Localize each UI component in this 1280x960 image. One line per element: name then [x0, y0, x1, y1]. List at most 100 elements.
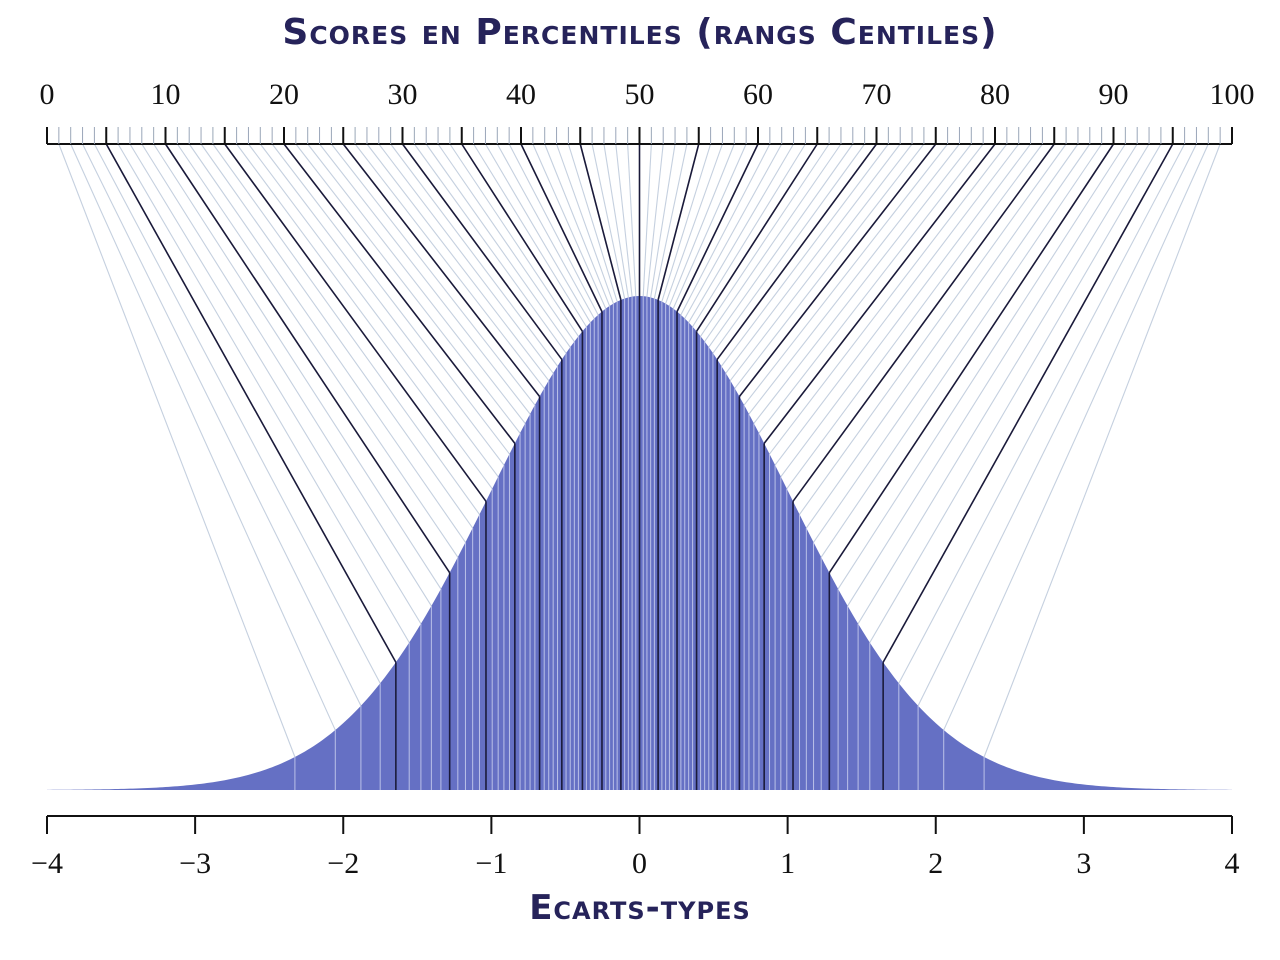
percentile-connector-6: [117, 143, 410, 643]
percentile-connector-44: [567, 143, 618, 302]
percentile-tick-label: 70: [862, 78, 892, 111]
percentile-connector-4: [93, 143, 381, 684]
percentile-connector-57: [665, 143, 723, 304]
percentile-connector-47: [603, 143, 629, 298]
percentile-connector-36: [473, 143, 587, 328]
percentile-connector-73: [729, 143, 913, 381]
percentile-connector-76: [743, 143, 949, 406]
percentile-connector-45: [579, 143, 622, 301]
percentile-tick-label: 50: [625, 78, 655, 111]
percentile-connector-19: [271, 143, 510, 455]
percentile-connector-32: [425, 143, 571, 348]
percentile-connector-41: [532, 143, 607, 309]
percentile-connector-25: [342, 143, 541, 397]
standard-deviation-axis: −4 −3 −2 −1 0 1 2 3 4: [31, 815, 1240, 880]
percentile-connector-14: [212, 143, 480, 515]
percentile-connector-39: [508, 143, 599, 316]
percentile-connector-88: [813, 143, 1091, 543]
percentile-connector-65: [695, 143, 818, 332]
percentile-connector-38: [496, 143, 595, 319]
sd-tick-label: 3: [1076, 847, 1091, 880]
percentile-connector-54: [653, 143, 688, 299]
percentile-connector-81: [769, 143, 1008, 455]
percentile-tick-label: 10: [151, 78, 181, 111]
percentile-connector-53: [650, 143, 676, 298]
percentile-connector-61: [680, 143, 771, 316]
percentile-tick-label: 40: [506, 78, 536, 111]
percentile-connector-74: [734, 143, 925, 389]
percentile-tick-label: 80: [980, 78, 1010, 111]
percentile-connector-66: [700, 143, 830, 337]
percentile-connector-92: [847, 143, 1138, 607]
percentile-connector-72: [725, 143, 901, 374]
percentile-tick-label: 100: [1210, 78, 1255, 111]
percentile-connector-84: [786, 143, 1043, 490]
percentile-tick-label: 0: [40, 78, 55, 111]
percentile-connector-83: [780, 143, 1031, 477]
percentile-connector-13: [200, 143, 474, 529]
percentile-connector-33: [437, 143, 575, 342]
percentile-connector-95: [882, 143, 1174, 663]
sd-tick-label: 0: [632, 847, 647, 880]
percentile-connector-15: [224, 143, 487, 502]
percentile-connector-68: [708, 143, 854, 348]
percentile-connector-29: [390, 143, 558, 367]
percentile-connector-37: [484, 143, 591, 323]
percentile-connectors: [58, 143, 1221, 758]
percentile-lines-under-curve: [294, 296, 985, 790]
percentile-connector-11: [176, 143, 459, 558]
percentile-connector-94: [869, 143, 1162, 643]
percentile-tick-label: 20: [269, 78, 299, 111]
percentile-connector-58: [668, 143, 735, 307]
percentile-connector-96: [898, 143, 1186, 684]
percentile-connector-99: [983, 143, 1221, 758]
percentile-connector-67: [704, 143, 842, 342]
sd-tick-label: −1: [475, 847, 507, 880]
percentile-connector-5: [105, 143, 397, 663]
percentile-connector-40: [520, 143, 603, 312]
percentile-connector-16: [236, 143, 493, 490]
percentile-connector-27: [366, 143, 550, 381]
percentile-connector-12: [188, 143, 466, 543]
percentile-connector-51: [642, 143, 652, 297]
percentile-connector-20: [283, 143, 516, 444]
percentile-connector-75: [738, 143, 937, 397]
sd-tick-label: 1: [780, 847, 795, 880]
percentile-connector-24: [330, 143, 536, 406]
percentile-connector-42: [544, 143, 611, 307]
percentile-connector-22: [307, 143, 526, 424]
percentile-tick-label: 60: [743, 78, 773, 111]
percentile-connector-18: [259, 143, 505, 466]
percentile-axis: 0 10 20 30 40 50 60 70 80 90 100: [40, 78, 1255, 145]
sd-tick-label: −4: [31, 847, 63, 880]
percentile-connector-64: [692, 143, 806, 328]
sd-axis-title: Ecarts-types: [529, 888, 751, 928]
percentile-axis-title: Scores en Percentiles (rangs Centiles): [282, 12, 998, 53]
percentile-connector-98: [943, 143, 1209, 731]
percentile-connector-86: [799, 143, 1067, 515]
percentile-connector-43: [556, 143, 614, 304]
percentile-connector-63: [688, 143, 795, 323]
percentile-connector-2: [70, 143, 336, 731]
percentile-connector-48: [615, 143, 633, 297]
sd-tick-label: 2: [928, 847, 943, 880]
percentile-connector-78: [753, 143, 972, 424]
percentile-connector-7: [129, 143, 422, 625]
percentile-connector-8: [141, 143, 432, 607]
percentile-connector-77: [748, 143, 960, 415]
percentile-connector-90: [828, 143, 1115, 574]
percentile-connector-21: [295, 143, 521, 434]
percentile-connector-70: [716, 143, 878, 360]
sd-tick-label: −3: [179, 847, 211, 880]
sd-tick-label: −2: [327, 847, 359, 880]
percentile-connector-34: [449, 143, 579, 337]
percentile-connector-49: [627, 143, 637, 297]
percentile-connector-62: [684, 143, 783, 319]
percentile-connector-52: [646, 143, 664, 297]
percentile-connector-1: [58, 143, 296, 758]
percentile-connector-89: [820, 143, 1103, 558]
percentile-tick-label: 30: [388, 78, 418, 111]
percentile-connector-79: [758, 143, 984, 434]
percentile-connector-69: [712, 143, 866, 354]
